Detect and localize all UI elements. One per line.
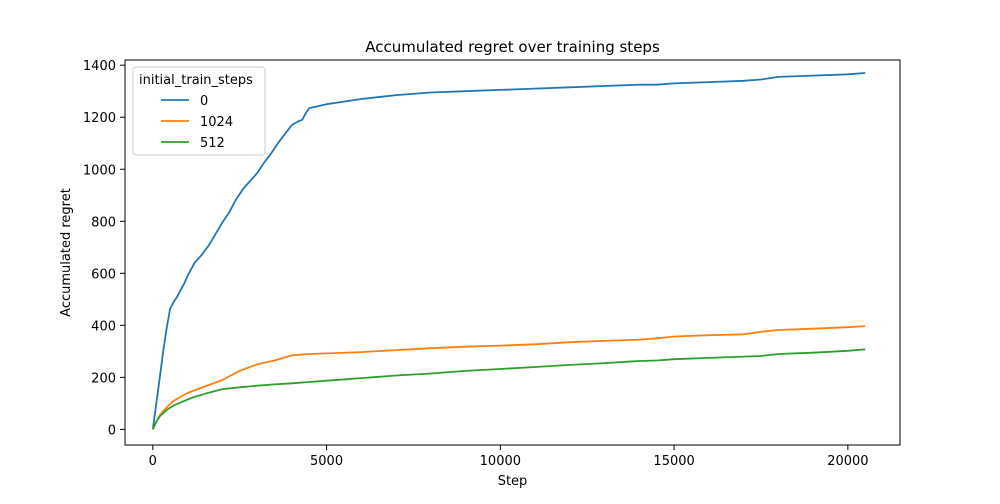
y-tick-label: 1400 xyxy=(83,59,116,74)
x-axis-ticks: 0 5000 10000 15000 20000 xyxy=(149,445,869,469)
x-tick-label: 20000 xyxy=(827,454,868,469)
y-axis-ticks: 0 200 400 600 800 1000 1200 1400 xyxy=(83,59,125,438)
y-tick-label: 1200 xyxy=(83,111,116,126)
x-tick-label: 5000 xyxy=(310,454,343,469)
series-line-0 xyxy=(151,72,866,430)
legend-label-512: 512 xyxy=(200,136,225,151)
legend-label-0: 0 xyxy=(200,94,208,109)
legend-title: initial_train_steps xyxy=(139,73,253,88)
y-tick-label: 0 xyxy=(108,423,116,438)
legend-items: 0 1024 512 xyxy=(161,94,233,151)
x-axis-label: Step xyxy=(498,474,528,489)
y-tick-label: 800 xyxy=(91,215,116,230)
y-tick-label: 400 xyxy=(91,319,116,334)
legend-label-1024: 1024 xyxy=(200,115,233,130)
chart-title: Accumulated regret over training steps xyxy=(365,38,660,56)
series-layer xyxy=(151,72,866,430)
series-line-1024 xyxy=(151,325,866,430)
y-tick-label: 600 xyxy=(91,267,116,282)
x-tick-label: 10000 xyxy=(480,454,521,469)
y-tick-label: 200 xyxy=(91,371,116,386)
plot-area-frame xyxy=(124,59,901,446)
series-line-512 xyxy=(151,348,866,430)
y-axis-label: Accumulated regret xyxy=(59,188,74,317)
legend-box xyxy=(132,66,266,156)
x-tick-label: 15000 xyxy=(653,454,694,469)
y-tick-label: 1000 xyxy=(83,163,116,178)
x-tick-label: 0 xyxy=(149,454,157,469)
legend: initial_train_steps 0 1024 512 xyxy=(132,66,266,156)
